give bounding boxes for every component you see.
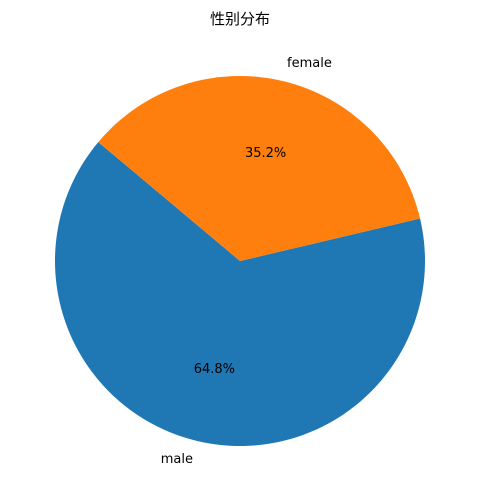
pie-slice-female — [98, 75, 421, 262]
chart-title: 性别分布 — [210, 10, 270, 28]
slice-percent-female: 35.2% — [245, 146, 286, 161]
pie-slices — [54, 75, 425, 446]
pie-slice-male — [54, 142, 425, 446]
pie-labels: male 64.8% female 35.2% — [161, 56, 332, 467]
slice-percent-male: 64.8% — [194, 362, 235, 377]
slice-label-male: male — [161, 452, 193, 467]
slice-label-female: female — [287, 56, 332, 71]
